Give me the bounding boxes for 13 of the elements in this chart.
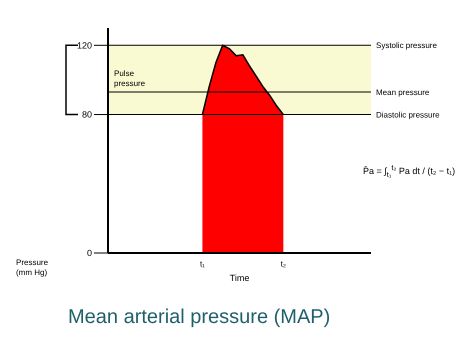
ref-line-label: Diastolic pressure [376,110,440,120]
x-tick-label: t₁ [200,260,206,269]
ref-line-label: Mean pressure [376,88,430,97]
x-axis-title: Time [230,273,250,283]
text: Mean arterial pressure (MAP) [68,306,330,329]
y-tick-label: 0 [86,248,92,258]
y-axis-title: Pressure (mm Hg) [16,258,50,278]
y-tick-label: 80 [82,110,92,120]
y-tick-label: 120 [76,40,92,51]
annotation: P̄a = ∫$_{t₁}$$^{t₂}$ Pa dt / (t₂ − t₁) [363,163,456,179]
x-tick-label: t₂ [280,260,286,269]
band-label: Pulse pressure [114,68,146,88]
ref-line-label: Systolic pressure [376,41,438,50]
